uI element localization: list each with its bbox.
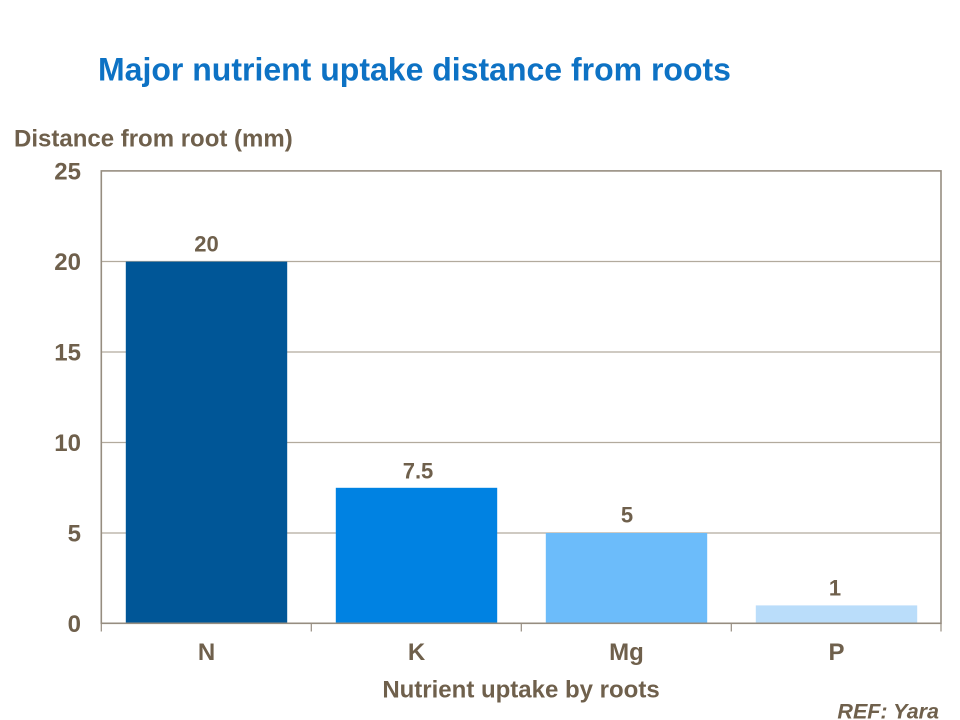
svg-text:REF: Yara: REF: Yara xyxy=(837,700,939,720)
svg-text:5: 5 xyxy=(68,521,81,548)
svg-text:Nutrient uptake by roots: Nutrient uptake by roots xyxy=(382,677,659,704)
svg-text:20: 20 xyxy=(194,231,218,256)
svg-text:Major nutrient uptake distance: Major nutrient uptake distance from root… xyxy=(98,52,731,88)
svg-text:N: N xyxy=(198,639,215,666)
svg-text:K: K xyxy=(408,639,426,666)
svg-text:P: P xyxy=(828,639,844,666)
svg-text:25: 25 xyxy=(54,159,81,186)
svg-text:5: 5 xyxy=(621,503,633,528)
svg-text:1: 1 xyxy=(829,575,841,600)
svg-text:Distance from root (mm): Distance from root (mm) xyxy=(14,125,293,152)
svg-text:7.5: 7.5 xyxy=(403,458,434,483)
svg-text:Mg: Mg xyxy=(609,639,644,666)
svg-text:0: 0 xyxy=(68,611,81,638)
svg-text:15: 15 xyxy=(54,340,81,367)
svg-text:20: 20 xyxy=(54,249,81,276)
svg-text:10: 10 xyxy=(54,430,81,457)
